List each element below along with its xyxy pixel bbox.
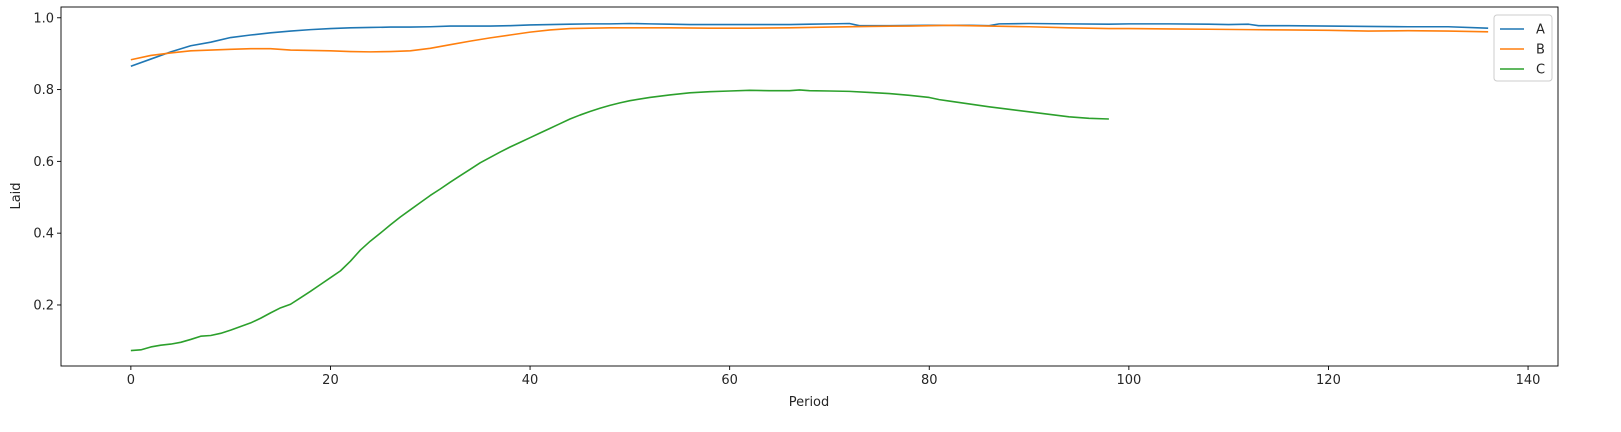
legend-label-B: B (1536, 43, 1545, 58)
x-tick-label: 100 (1116, 373, 1141, 388)
x-tick-label: 40 (522, 373, 539, 388)
x-tick-label: 140 (1516, 373, 1541, 388)
y-tick-label: 0.6 (33, 155, 54, 170)
x-tick-label: 60 (721, 373, 738, 388)
legend: ABC (1493, 14, 1553, 82)
y-tick-label: 1.0 (33, 11, 54, 26)
x-axis-label: Period (789, 395, 830, 410)
y-tick-label: 0.2 (33, 298, 54, 313)
x-tick-label: 120 (1316, 373, 1341, 388)
y-tick-label: 0.4 (33, 227, 54, 242)
legend-label-C: C (1536, 63, 1545, 78)
y-ticks: 0.2 0.4 0.6 0.8 1.0 (33, 11, 61, 313)
legend-box (1493, 14, 1553, 82)
y-tick-label: 0.8 (33, 83, 54, 98)
legend-label-A: A (1536, 23, 1545, 38)
series-line-A (130, 22, 1489, 67)
series-lines (130, 22, 1489, 352)
series-line-C (130, 89, 1109, 352)
plot-frame (60, 6, 1559, 367)
x-ticks: 0 20 40 60 80 100 120 140 (127, 366, 1541, 388)
x-tick-label: 20 (322, 373, 339, 388)
x-tick-label: 0 (127, 373, 135, 388)
x-tick-label: 80 (921, 373, 938, 388)
y-axis-label: Laid (9, 182, 24, 209)
series-line-B (130, 24, 1489, 61)
